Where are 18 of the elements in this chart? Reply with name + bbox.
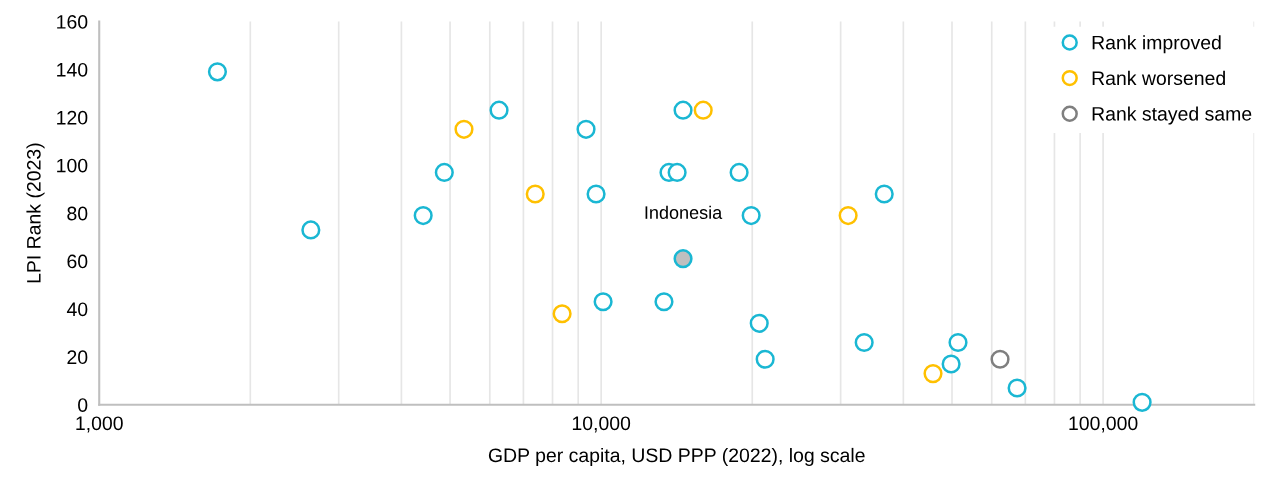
legend-label: Rank stayed same: [1092, 106, 1252, 125]
y-tick-label: 80: [67, 206, 88, 221]
legend-label: Rank worsened: [1092, 70, 1225, 86]
x-axis-title: GDP per capita, USD PPP (2022), log scale: [488, 447, 865, 467]
x-tick-label: 100,000: [1069, 416, 1138, 433]
x-tick-label: 1,000: [76, 416, 123, 433]
y-tick-label: 60: [67, 254, 88, 269]
y-tick-label: 120: [57, 110, 88, 125]
x-tick-label: 10,000: [572, 416, 631, 433]
y-tick-label: 160: [57, 15, 88, 29]
y-tick-label: 100: [57, 158, 88, 173]
annotation: Indonesia: [645, 205, 723, 219]
legend-label: Rank improved: [1092, 35, 1221, 54]
y-tick-label: 140: [57, 62, 88, 77]
y-tick-label: 20: [67, 350, 88, 365]
y-tick-label: 0: [78, 398, 88, 412]
y-tick-label: 40: [66, 302, 88, 317]
y-axis-title: LPI Rank (2023): [26, 143, 45, 283]
